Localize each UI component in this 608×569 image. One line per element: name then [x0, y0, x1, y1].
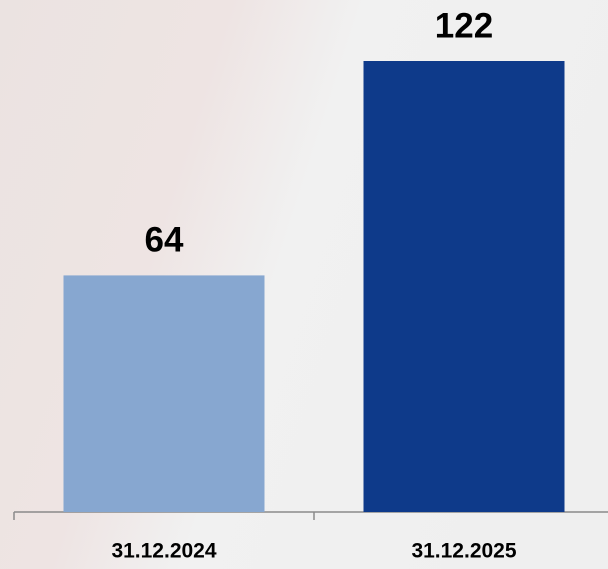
- x-tick-label: 31.12.2025: [411, 540, 516, 563]
- value-label: 64: [145, 221, 184, 260]
- x-tick-label: 31.12.2024: [111, 540, 216, 563]
- bar: [363, 61, 565, 512]
- bar: [63, 275, 265, 512]
- value-label: 122: [435, 6, 493, 45]
